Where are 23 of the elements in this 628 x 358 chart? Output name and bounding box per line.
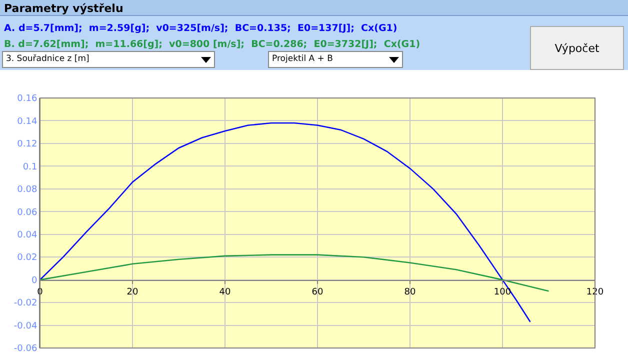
x-tick-label: 40 [219, 288, 231, 298]
y-tick-label: 0.02 [17, 253, 38, 264]
y-tick-label: 0.08 [17, 185, 38, 196]
text: 3. Souřadnice z [m] [6, 54, 90, 64]
y-tick-label: -0.06 [14, 344, 38, 354]
y-tick-label: 0.06 [17, 208, 38, 218]
y-tick-label: 0.1 [22, 162, 38, 172]
y-tick-label: 0.04 [17, 230, 38, 241]
y-tick-label: -0.02 [14, 298, 38, 309]
x-tick-label: 60 [312, 288, 324, 298]
x-tick-label: 80 [404, 288, 416, 298]
chart-title: Parametry výstřelu [0, 0, 628, 16]
x-tick-label: 100 [494, 288, 512, 298]
y-tick-label: 0 [31, 276, 38, 286]
y-tick-label: 0.14 [17, 116, 38, 127]
text: Výpočet [554, 42, 600, 54]
y-tick-label: 0.16 [17, 94, 38, 104]
text: Projektil A + B [272, 54, 333, 64]
y-tick-label: -0.04 [14, 321, 38, 332]
y-tick-label: 0.12 [17, 140, 38, 150]
text: B. d=7.62[mm]; m=11.66[g]; v0=800 [m/s]; BC=0.286; E0=3732[J]; Cx(G1) [4, 39, 420, 50]
x-tick-label: 20 [126, 288, 138, 298]
text: A. d=5.7[mm]; m=2.59[g]; v0=325[m/s]; BC=0.135; E0=137[J]; Cx(G1) [4, 23, 398, 34]
